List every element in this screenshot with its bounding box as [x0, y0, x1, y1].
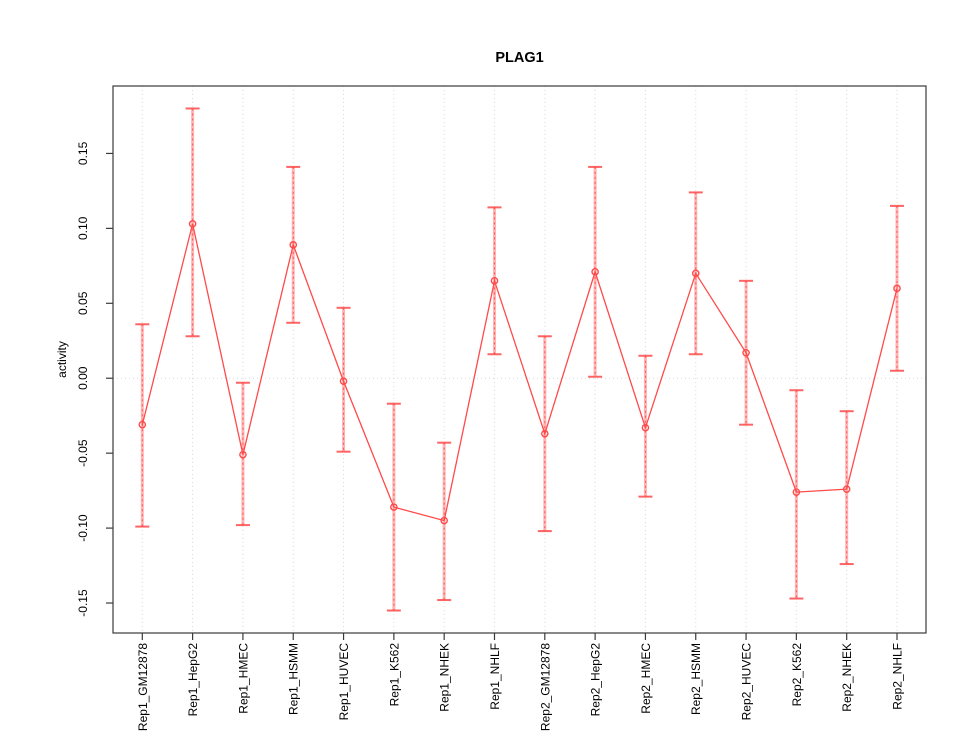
- x-tick-label: Rep1_NHLF: [488, 643, 502, 710]
- data-point: [742, 348, 750, 357]
- chart-title: PLAG1: [495, 50, 543, 66]
- x-tick-label: Rep1_GM12878: [136, 643, 150, 731]
- y-axis-label: activity: [55, 341, 69, 378]
- data-point: [792, 488, 801, 496]
- y-tick-label: -0.10: [76, 514, 90, 542]
- error-bar: [437, 441, 452, 602]
- series-line: [141, 223, 898, 522]
- x-tick-label: Rep1_K562: [387, 643, 401, 707]
- data-point: [541, 429, 549, 438]
- data-point: [289, 241, 298, 249]
- y-tick-label: 0.15: [76, 141, 90, 165]
- data-point: [893, 284, 901, 293]
- x-tick-label: Rep2_HUVEC: [740, 643, 754, 721]
- y-tick-label: 0.10: [76, 216, 90, 240]
- data-point: [188, 220, 197, 228]
- data-point: [239, 450, 247, 459]
- x-tick-label: Rep2_HMEC: [639, 643, 653, 714]
- y-tick-label: -0.05: [76, 439, 90, 467]
- data-point: [138, 420, 147, 429]
- plot-border: [112, 85, 927, 634]
- x-tick-label: Rep2_K562: [790, 643, 804, 707]
- x-tick-label: Rep2_GM12878: [538, 643, 552, 731]
- error-bar: [789, 389, 804, 600]
- y-tick-label: -0.15: [76, 589, 90, 617]
- x-tick-label: Rep2_NHLF: [891, 643, 905, 710]
- x-tick-label: Rep1_HUVEC: [337, 643, 351, 721]
- y-tick-label: 0.00: [76, 366, 90, 390]
- error-bar: [135, 323, 150, 528]
- x-tick-label: Rep2_HSMM: [689, 643, 703, 715]
- error-bar: [185, 107, 200, 338]
- x-tick-label: Rep2_HepG2: [589, 643, 603, 717]
- data-point: [390, 503, 398, 511]
- x-tick-label: Rep1_HepG2: [186, 643, 200, 717]
- plag1-activity-figure: 0.15 0.10 0.05 0.00 -0.05 -0.10 -0.15 Rep1_GM12…: [40, 16, 960, 736]
- x-tick-label: Rep1_HMEC: [236, 643, 250, 714]
- x-tick-label: Rep1_HSMM: [287, 643, 301, 715]
- plag1-activity-chart: 0.15 0.10 0.05 0.00 -0.05 -0.10 -0.15 Rep1_GM12…: [55, 50, 927, 731]
- data-point: [490, 277, 499, 285]
- data-point: [591, 268, 599, 276]
- y-tick-label: 0.05: [76, 291, 90, 315]
- data-point: [339, 377, 348, 386]
- data-point: [440, 516, 448, 525]
- data-point: [691, 269, 700, 278]
- x-tick-label: Rep1_NHEK: [438, 643, 452, 712]
- data-point: [842, 485, 851, 493]
- x-tick-label: Rep2_NHEK: [840, 643, 854, 712]
- data-point: [641, 423, 650, 432]
